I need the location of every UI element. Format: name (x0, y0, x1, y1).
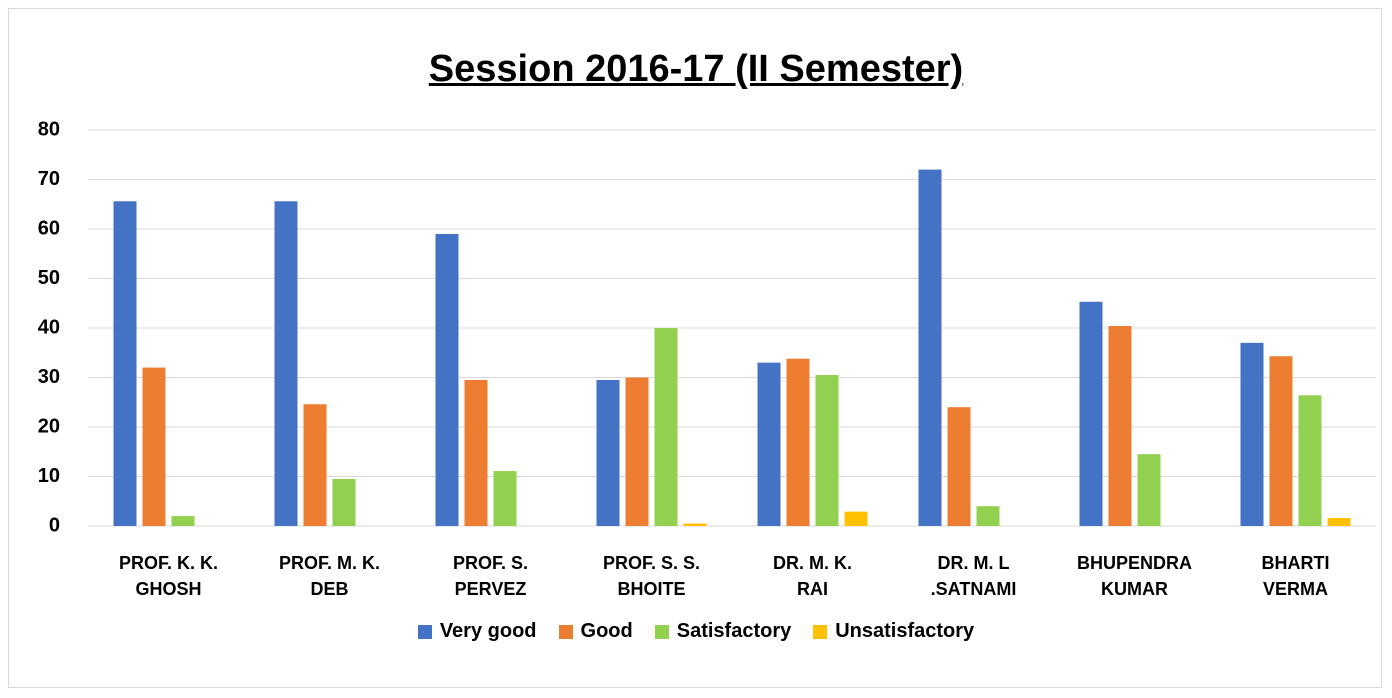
bar (683, 523, 707, 526)
y-tick-label: 20 (38, 415, 60, 437)
bar (625, 377, 649, 526)
chart-title: Session 2016-17 (II Semester) (428, 48, 964, 90)
bar (947, 407, 971, 526)
bar (332, 478, 356, 526)
bar (844, 511, 868, 526)
legend-swatch (417, 624, 432, 639)
legend-item: Good (558, 620, 633, 643)
legend-label: Good (580, 620, 633, 642)
legend-label: Satisfactory (676, 620, 792, 642)
x-tick-label: PROF. S. PERVEZ (452, 553, 528, 599)
bar (976, 506, 1000, 526)
legend-swatch (654, 624, 669, 639)
bar (786, 358, 810, 526)
legend-item: Unsatisfactory (813, 620, 974, 643)
bar (142, 367, 166, 526)
legend-label: Unsatisfactory (835, 620, 975, 642)
x-tick-label: DR. M. L .SATNAMI (930, 553, 1017, 599)
chart-frame (8, 8, 1382, 688)
y-tick-label: 10 (38, 465, 60, 487)
bar (815, 375, 839, 526)
bar (113, 201, 137, 526)
legend-swatch (813, 624, 828, 639)
x-tick-label: PROF. K. K. GHOSH (118, 553, 218, 599)
legend-item: Satisfactory (654, 620, 792, 643)
y-tick-label: 40 (38, 316, 60, 338)
bar (757, 362, 781, 526)
bar (493, 471, 517, 526)
x-tick-label: PROF. M. K. DEB (278, 553, 380, 599)
legend-swatch (558, 624, 573, 639)
x-tick-label: PROF. S. S. BHOITE (602, 553, 701, 599)
bar (1240, 342, 1264, 526)
x-tick-label: BHARTI VERMA (1261, 553, 1330, 599)
bar (171, 516, 195, 526)
bar (1269, 356, 1293, 526)
bar (274, 201, 298, 526)
y-tick-label: 70 (38, 168, 60, 190)
y-tick-label: 80 (38, 118, 60, 140)
bar (303, 404, 327, 526)
y-tick-label: 0 (49, 514, 60, 536)
bar (654, 328, 678, 526)
x-tick-label: BHUPENDRA KUMAR (1076, 553, 1192, 599)
y-tick-label: 60 (38, 217, 60, 239)
bar (1137, 454, 1161, 526)
legend: Very good Good Satisfactory Unsatisfactory (0, 620, 1392, 643)
x-tick-label: DR. M. K. RAI (773, 553, 852, 599)
bar (464, 379, 488, 526)
bar (435, 233, 459, 526)
y-tick-label: 50 (38, 267, 60, 289)
bar (1327, 518, 1351, 526)
y-tick-label: 30 (38, 366, 60, 388)
bar (918, 169, 942, 526)
bar (596, 379, 620, 526)
bar (1298, 395, 1322, 526)
bar (1079, 301, 1103, 526)
bar (1108, 326, 1132, 526)
legend-item: Very good (417, 620, 537, 643)
legend-label: Very good (439, 620, 537, 642)
